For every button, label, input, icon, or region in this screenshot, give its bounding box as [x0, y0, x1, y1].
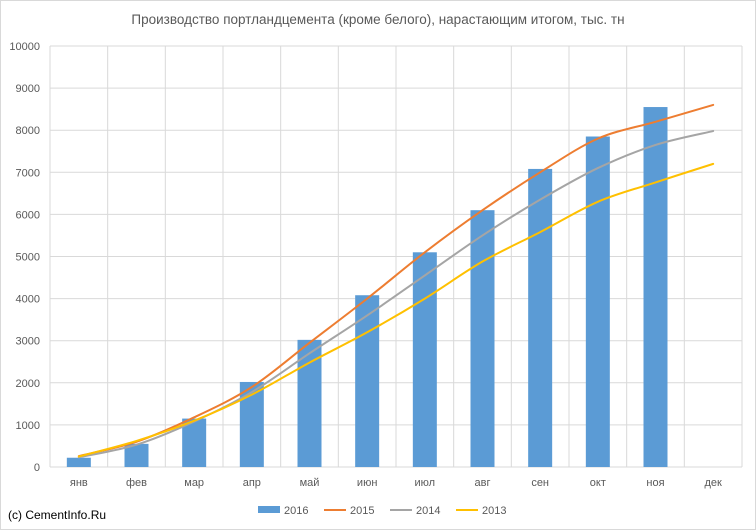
y-tick-label: 5000: [16, 252, 40, 264]
y-tick-label: 3000: [16, 336, 40, 348]
x-tick-label: авг: [475, 477, 491, 489]
y-tick-label: 10000: [9, 41, 40, 53]
x-tick-label: дек: [704, 477, 722, 489]
bar-2016-окт: [585, 136, 610, 467]
bar-2016-июл: [412, 252, 437, 467]
bar-2016-июн: [355, 295, 380, 467]
y-tick-label: 1000: [16, 420, 40, 432]
y-tick-label: 7000: [16, 167, 40, 179]
x-tick-label: июн: [357, 477, 377, 489]
line-series-2013: [77, 162, 715, 458]
x-tick-label: фев: [126, 477, 147, 489]
x-tick-label: июл: [415, 477, 436, 489]
bar-2016-мар: [182, 418, 207, 467]
x-tick-label: янв: [70, 477, 88, 489]
line-series-2015: [77, 103, 715, 458]
legend-label-2013: 2013: [482, 505, 506, 517]
y-tick-label: 0: [34, 462, 40, 474]
y-tick-label: 6000: [16, 209, 40, 221]
legend-swatch-2016: [258, 506, 280, 513]
bar-2016-фев: [124, 443, 149, 467]
x-tick-label: апр: [243, 477, 261, 489]
legend-label-2015: 2015: [350, 505, 374, 517]
x-tick-label: сен: [531, 477, 549, 489]
y-tick-label: 4000: [16, 294, 40, 306]
bar-2016-авг: [470, 210, 495, 467]
y-tick-label: 8000: [16, 125, 40, 137]
bar-2016-сен: [528, 168, 553, 467]
y-tick-label: 2000: [16, 378, 40, 390]
bar-2016-апр: [239, 381, 264, 467]
x-tick-label: ноя: [646, 477, 664, 489]
x-tick-label: окт: [590, 477, 606, 489]
y-tick-label: 9000: [16, 83, 40, 95]
bar-2016-ноя: [643, 107, 668, 468]
legend-label-2014: 2014: [416, 505, 440, 517]
legend-label-2016: 2016: [284, 505, 308, 517]
x-tick-label: мар: [184, 477, 204, 489]
bar-2016-май: [297, 339, 322, 467]
bar-2016-янв: [66, 457, 91, 467]
credit-text: (c) CementInfo.Ru: [8, 508, 107, 522]
x-tick-label: май: [300, 477, 320, 489]
chart-title: Производство портландцемента (кроме бело…: [131, 12, 625, 27]
